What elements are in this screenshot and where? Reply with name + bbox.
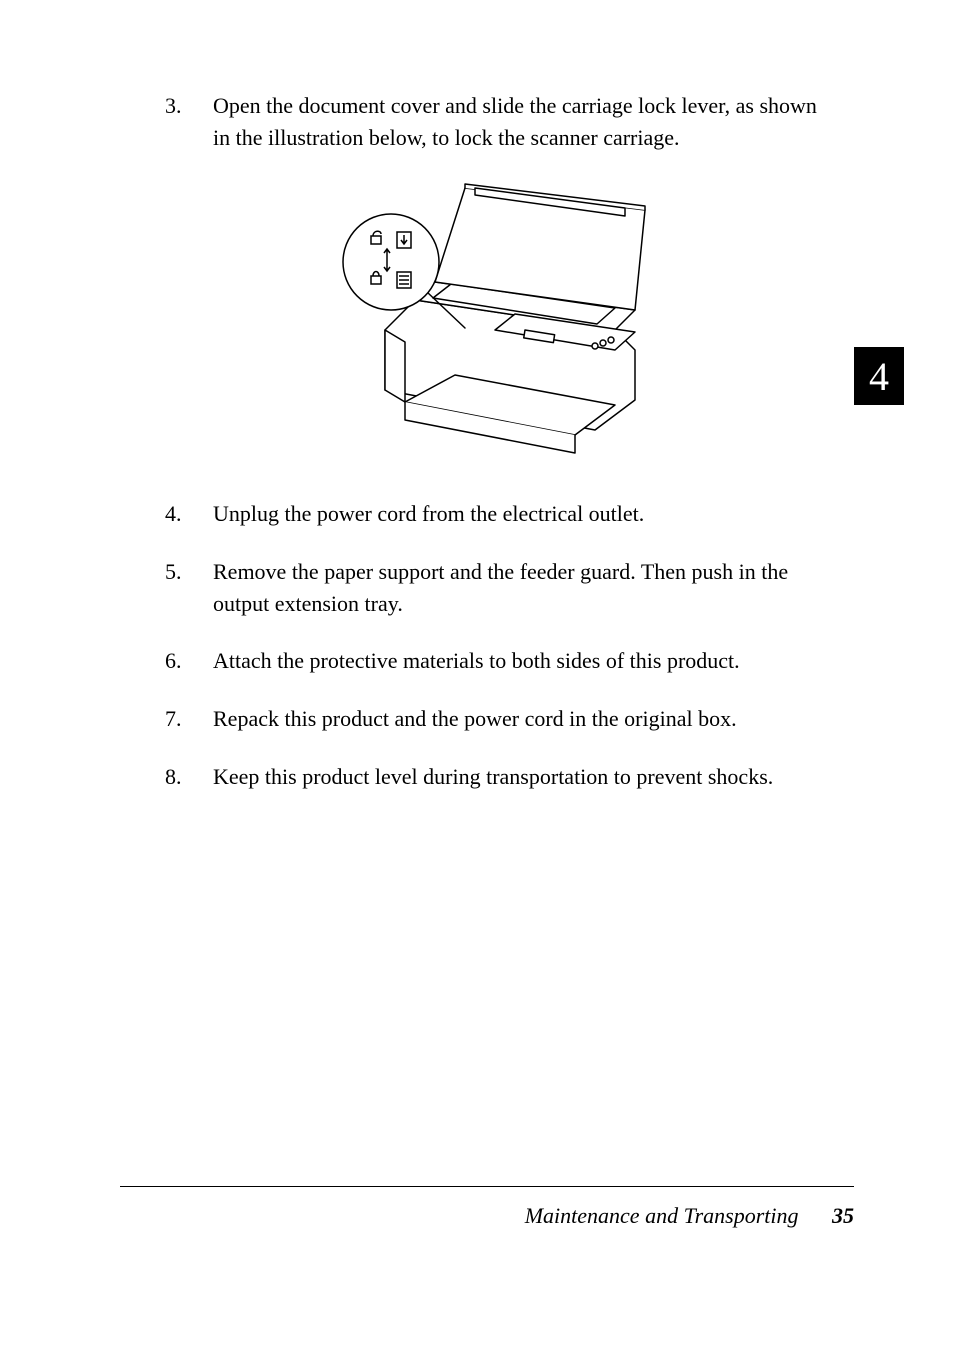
chapter-tab: 4	[854, 347, 904, 405]
step-7: 7. Repack this product and the power cor…	[165, 703, 825, 735]
footer-page-number: 35	[832, 1203, 854, 1228]
step-3: 3. Open the document cover and slide the…	[165, 90, 825, 154]
step-number: 5.	[165, 556, 213, 588]
step-number: 6.	[165, 645, 213, 677]
step-6: 6. Attach the protective materials to bo…	[165, 645, 825, 677]
footer-section-title: Maintenance and Transporting	[525, 1203, 799, 1228]
step-text: Unplug the power cord from the electrica…	[213, 498, 825, 530]
step-text: Keep this product level during transport…	[213, 761, 825, 793]
step-text: Repack this product and the power cord i…	[213, 703, 825, 735]
printer-illustration	[315, 180, 675, 460]
step-number: 4.	[165, 498, 213, 530]
page-footer: Maintenance and Transporting 35	[120, 1186, 854, 1229]
step-text: Attach the protective materials to both …	[213, 645, 825, 677]
chapter-tab-number: 4	[869, 353, 889, 400]
step-text: Open the document cover and slide the ca…	[213, 90, 825, 154]
step-number: 8.	[165, 761, 213, 793]
step-text: Remove the paper support and the feeder …	[213, 556, 825, 620]
step-4: 4. Unplug the power cord from the electr…	[165, 498, 825, 530]
step-5: 5. Remove the paper support and the feed…	[165, 556, 825, 620]
step-number: 7.	[165, 703, 213, 735]
step-number: 3.	[165, 90, 213, 122]
step-8: 8. Keep this product level during transp…	[165, 761, 825, 793]
